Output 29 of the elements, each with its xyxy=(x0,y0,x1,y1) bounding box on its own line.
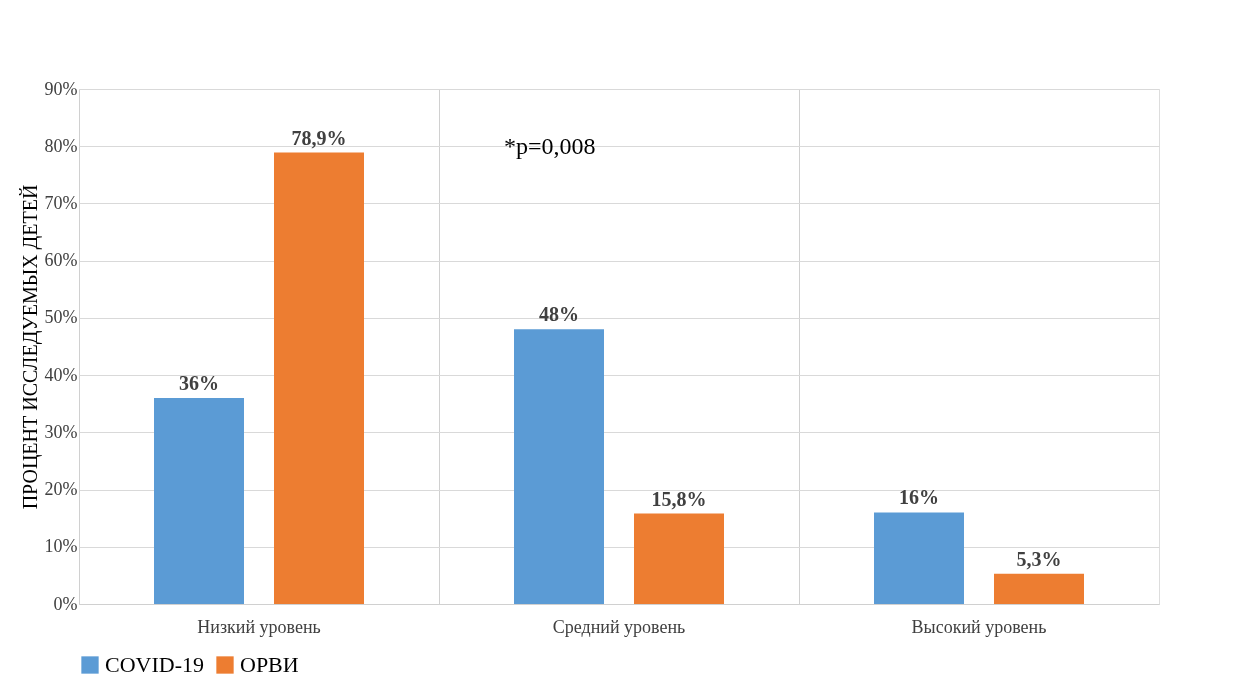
data-label: 5,3% xyxy=(1016,547,1062,570)
y-tick-label: 0% xyxy=(53,593,78,614)
bar xyxy=(154,398,244,604)
y-tick-label: 50% xyxy=(44,307,78,328)
x-tick-label: Высокий уровень xyxy=(911,616,1047,637)
data-label: 48% xyxy=(539,303,579,326)
x-tick-label: Низкий уровень xyxy=(197,616,321,637)
bar xyxy=(874,512,964,604)
annotation: *p=0,008 xyxy=(504,133,596,159)
y-tick-label: 30% xyxy=(44,421,78,442)
x-tick-label: Средний уровень xyxy=(552,616,686,637)
data-label: 36% xyxy=(179,372,219,394)
bar xyxy=(274,152,364,604)
bar xyxy=(994,573,1084,604)
bar xyxy=(634,513,724,604)
data-label: 78,9% xyxy=(291,126,347,149)
y-tick-label: 20% xyxy=(44,479,78,500)
data-label: 15,8% xyxy=(651,487,707,510)
data-label: 16% xyxy=(899,486,939,509)
y-axis-title: ПРОЦЕНТ ИССЛЕДУЕМЫХ ДЕТЕЙ xyxy=(18,184,42,510)
legend-label: ОРВИ xyxy=(240,652,299,677)
y-tick-label: 90% xyxy=(44,78,78,99)
y-tick-label: 80% xyxy=(44,135,78,156)
legend-label: COVID-19 xyxy=(105,652,204,677)
y-tick-label: 40% xyxy=(44,364,78,385)
y-tick-label: 60% xyxy=(44,250,78,271)
y-tick-label: 70% xyxy=(44,192,78,213)
bar xyxy=(514,329,604,604)
y-tick-label: 10% xyxy=(44,536,78,557)
